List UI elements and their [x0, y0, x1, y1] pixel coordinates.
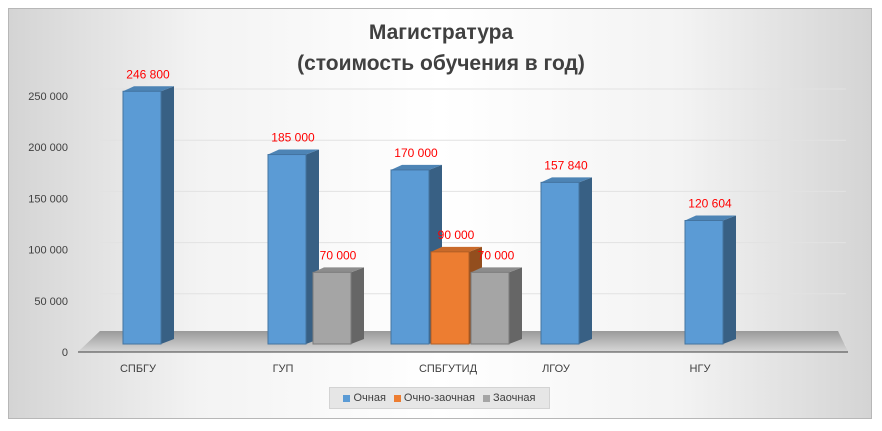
y-tick-label: 50 000 [34, 296, 68, 308]
legend-item: Очная [343, 392, 386, 404]
legend-item: Очно-заочная [393, 392, 475, 404]
data-label: 70 000 [478, 248, 515, 262]
y-tick-label: 100 000 [28, 245, 68, 257]
bar-side [161, 86, 174, 345]
data-label: 157 840 [544, 158, 588, 172]
data-label: 185 000 [271, 131, 315, 145]
x-tick-label: СПБГУТИД [419, 363, 478, 375]
bar-top [123, 86, 174, 92]
bar-гуп-0 [267, 154, 307, 345]
bar-top [471, 267, 522, 273]
bar-гуп-2 [312, 271, 352, 345]
bar-top [313, 267, 364, 273]
x-tick-label: СПБГУ [120, 363, 157, 375]
data-label: 90 000 [438, 228, 475, 242]
legend-swatch [343, 394, 351, 402]
chart-legend: Очная Очно-заочная Заочная [329, 387, 550, 409]
bar-спбгутид-2 [470, 271, 510, 345]
bar-спбгу-0 [122, 90, 162, 345]
bar-спбгутид-0 [390, 169, 430, 345]
bar-спбгутид-1 [430, 251, 470, 345]
legend-label: Заочная [492, 392, 536, 404]
legend-label: Очная [353, 392, 386, 404]
chart-subtitle: (стоимость обучения в год) [297, 52, 585, 75]
x-tick-label: НГУ [690, 363, 712, 375]
bar-top [685, 215, 736, 221]
bar-side [509, 267, 522, 344]
bar-top [541, 177, 592, 183]
data-label: 246 800 [126, 67, 170, 81]
bar-side [723, 215, 736, 344]
x-tick-label: ЛГОУ [542, 363, 571, 375]
legend-item: Заочная [482, 392, 536, 404]
y-tick-label: 200 000 [28, 142, 68, 154]
bar-side [351, 267, 364, 344]
bar-top [431, 246, 482, 252]
data-label: 170 000 [394, 146, 438, 160]
legend-label: Очно-заочная [403, 392, 475, 404]
chart-title: Магистратура [368, 21, 514, 44]
y-tick-label: 250 000 [28, 91, 68, 103]
data-label: 120 604 [688, 197, 732, 211]
y-tick-label: 150 000 [28, 193, 68, 205]
bar-нгу-0 [684, 220, 724, 345]
bar-top [391, 164, 442, 170]
y-tick-label: 0 [62, 347, 68, 359]
legend-swatch [393, 394, 401, 402]
x-tick-label: ГУП [273, 363, 294, 375]
data-label: 70 000 [320, 248, 357, 262]
legend-swatch [482, 394, 490, 402]
bar-лгоу-0 [540, 181, 580, 345]
bar-side [579, 177, 592, 344]
bar-top [268, 149, 319, 155]
